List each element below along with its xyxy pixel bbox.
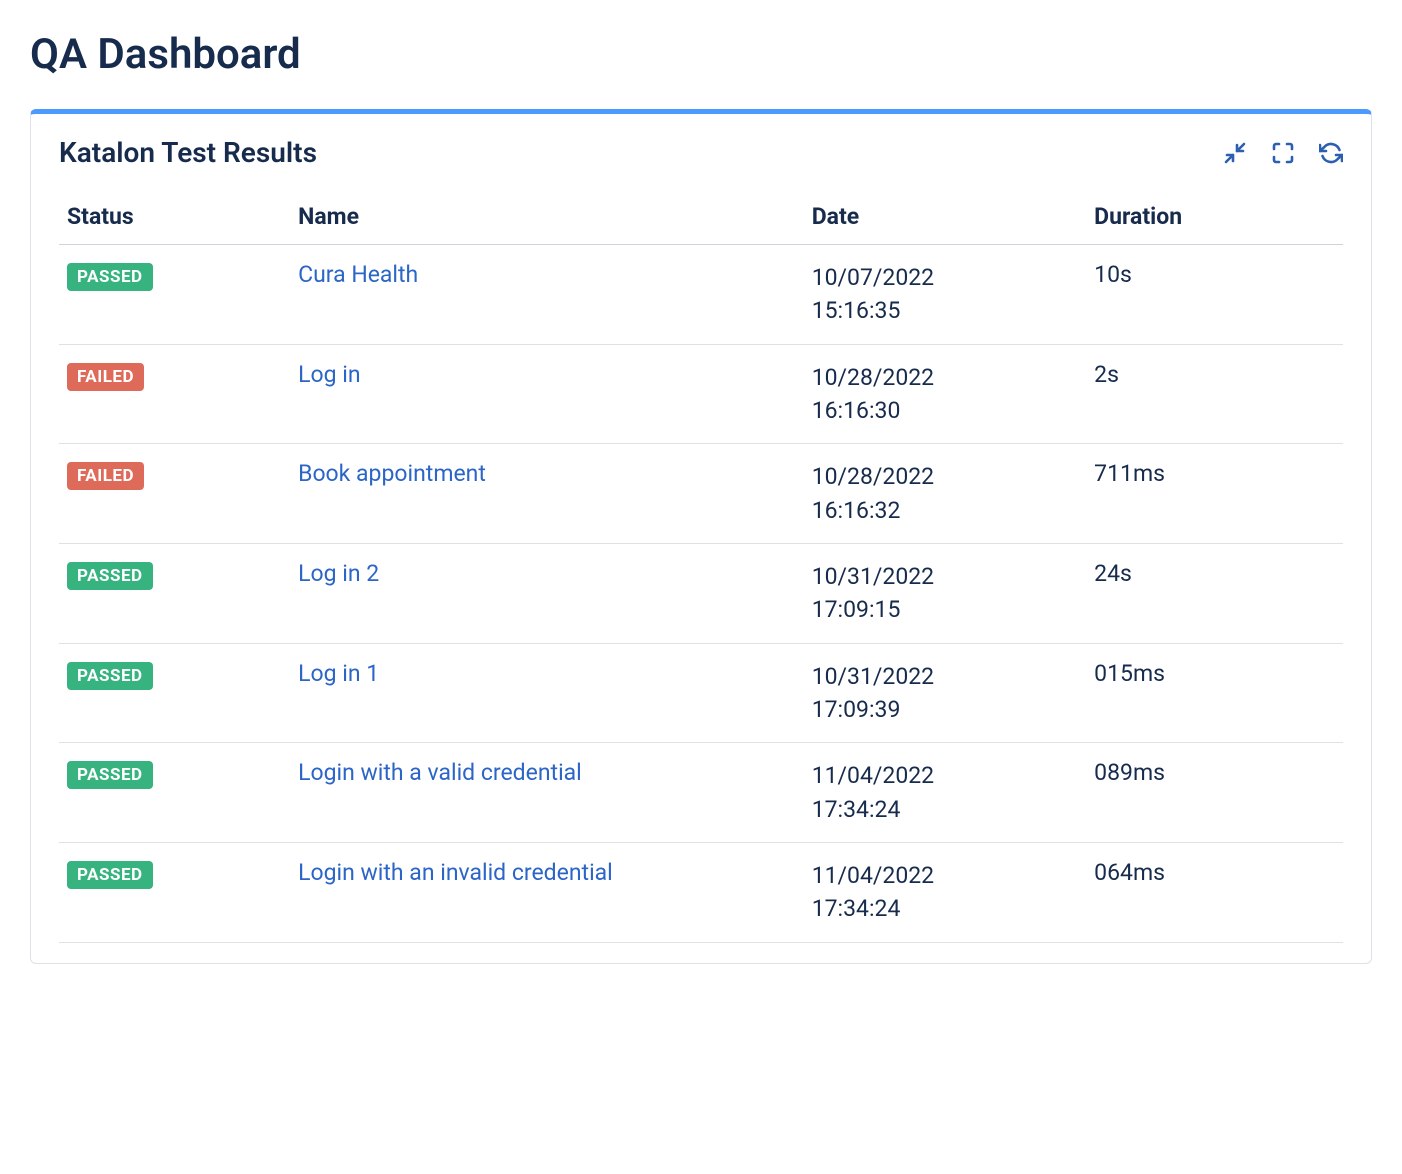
- test-date: 11/04/202217:34:24: [812, 759, 1078, 826]
- test-duration: 711ms: [1086, 444, 1343, 544]
- table-row: PASSED Cura Health 10/07/202215:16:3510s: [59, 245, 1343, 345]
- card-header: Katalon Test Results: [31, 114, 1371, 179]
- test-duration: 10s: [1086, 245, 1343, 345]
- test-name-link[interactable]: Login with a valid credential: [298, 759, 582, 786]
- table-row: PASSED Login with a valid credential 11/04…: [59, 743, 1343, 843]
- status-badge: FAILED: [67, 363, 144, 391]
- table-row: PASSED Login with an invalid credential 11…: [59, 843, 1343, 943]
- status-badge: PASSED: [67, 761, 153, 789]
- page-title: QA Dashboard: [30, 30, 1372, 79]
- test-results-card: Katalon Test Results: [30, 109, 1372, 964]
- test-date: 11/04/202217:34:24: [812, 859, 1078, 926]
- col-header-duration: Duration: [1086, 189, 1343, 245]
- card-actions: [1223, 141, 1343, 165]
- test-duration: 015ms: [1086, 643, 1343, 743]
- table-row: FAILED Log in 10/28/202216:16:302s: [59, 344, 1343, 444]
- test-name-link[interactable]: Login with an invalid credential: [298, 859, 613, 886]
- test-name-link[interactable]: Book appointment: [298, 460, 486, 487]
- table-row: PASSED Log in 1 10/31/202217:09:39015ms: [59, 643, 1343, 743]
- table-row: FAILED Book appointment 10/28/202216:16:32…: [59, 444, 1343, 544]
- test-name-link[interactable]: Log in 2: [298, 560, 379, 587]
- status-badge: PASSED: [67, 562, 153, 590]
- refresh-icon[interactable]: [1319, 141, 1343, 165]
- table-row: PASSED Log in 2 10/31/202217:09:1524s: [59, 544, 1343, 644]
- collapse-icon[interactable]: [1223, 141, 1247, 165]
- test-name-link[interactable]: Cura Health: [298, 261, 418, 288]
- test-date: 10/07/202215:16:35: [812, 261, 1078, 328]
- card-title: Katalon Test Results: [59, 136, 317, 169]
- fullscreen-icon[interactable]: [1271, 141, 1295, 165]
- test-date: 10/28/202216:16:32: [812, 460, 1078, 527]
- test-date: 10/31/202217:09:15: [812, 560, 1078, 627]
- test-name-link[interactable]: Log in: [298, 361, 360, 388]
- test-duration: 2s: [1086, 344, 1343, 444]
- col-header-status: Status: [59, 189, 290, 245]
- test-name-link[interactable]: Log in 1: [298, 660, 379, 687]
- test-date: 10/28/202216:16:30: [812, 361, 1078, 428]
- test-duration: 089ms: [1086, 743, 1343, 843]
- status-badge: FAILED: [67, 462, 144, 490]
- status-badge: PASSED: [67, 263, 153, 291]
- test-duration: 24s: [1086, 544, 1343, 644]
- col-header-date: Date: [804, 189, 1086, 245]
- results-table: Status Name Date Duration PASSED Cura Hea…: [59, 189, 1343, 943]
- status-badge: PASSED: [67, 861, 153, 889]
- col-header-name: Name: [290, 189, 804, 245]
- test-date: 10/31/202217:09:39: [812, 660, 1078, 727]
- test-duration: 064ms: [1086, 843, 1343, 943]
- status-badge: PASSED: [67, 662, 153, 690]
